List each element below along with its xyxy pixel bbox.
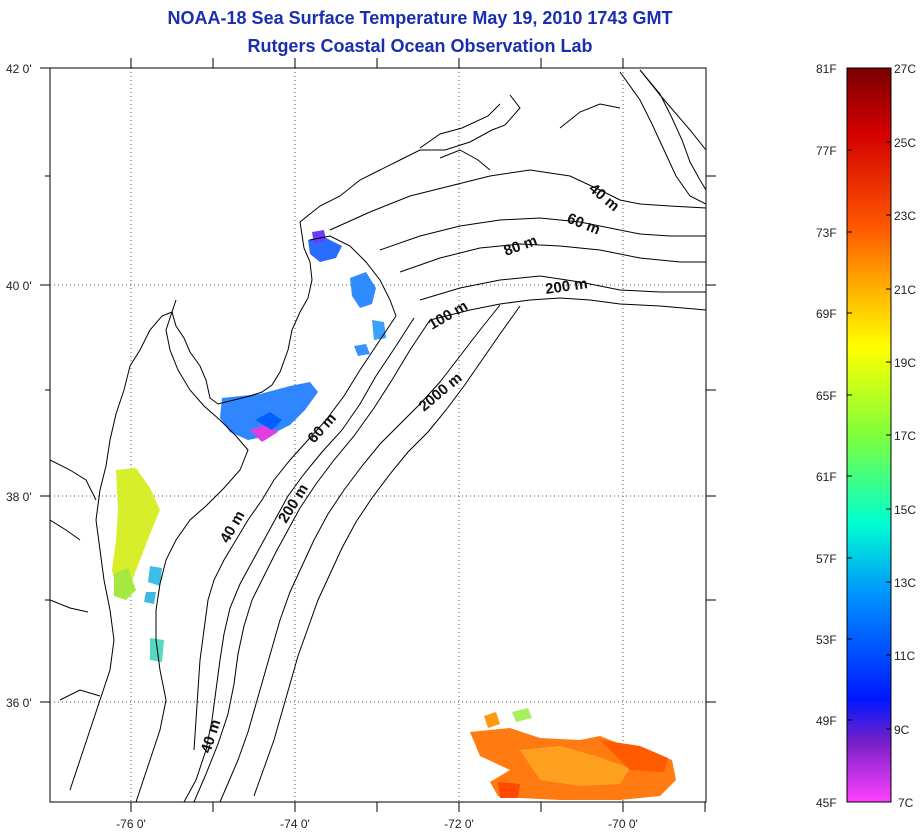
colorbar-label-f: 53F	[816, 633, 837, 647]
colorbar-celsius-labels: 27C 25C 23C 21C 19C 17C 15C 13C 11C 9C 7…	[894, 62, 916, 810]
map-title: NOAA-18 Sea Surface Temperature May 19, …	[167, 8, 673, 28]
colorbar-label-f: 61F	[816, 470, 837, 484]
colorbar-label-c: 7C	[898, 796, 914, 810]
lat-label: 42 0'	[6, 62, 32, 76]
colorbar-label-c: 21C	[894, 283, 916, 297]
colorbar-label-c: 17C	[894, 429, 916, 443]
lat-label: 36 0'	[6, 696, 32, 710]
colorbar-label-f: 77F	[816, 144, 837, 158]
map-frame	[49, 67, 707, 803]
colorbar-label-c: 23C	[894, 209, 916, 223]
colorbar-fahrenheit-labels: 81F 77F 73F 69F 65F 61F 57F 53F 49F 45F	[816, 62, 837, 810]
map-subtitle: Rutgers Coastal Ocean Observation Lab	[247, 36, 593, 56]
graticule	[50, 68, 706, 802]
colorbar-label-f: 81F	[816, 62, 837, 76]
lon-label: -70 0'	[608, 817, 638, 831]
colorbar	[846, 67, 892, 803]
colorbar-label-f: 65F	[816, 389, 837, 403]
colorbar-label-c: 27C	[894, 62, 916, 76]
colorbar-label-c: 9C	[894, 723, 910, 737]
lon-label: -76 0'	[116, 817, 146, 831]
isobath-label: 200 m	[544, 275, 588, 298]
map-content: 40 m 60 m 80 m 200 m 100 m 2000 m 60 m 4…	[50, 68, 706, 802]
colorbar-ticks	[847, 141, 891, 730]
isobaths	[183, 69, 706, 802]
colorbar-label-f: 45F	[816, 796, 837, 810]
colorbar-label-f: 49F	[816, 714, 837, 728]
colorbar-label-f: 73F	[816, 226, 837, 240]
colorbar-label-c: 15C	[894, 503, 916, 517]
lon-label: -72 0'	[444, 817, 474, 831]
colorbar-label-c: 11C	[894, 649, 915, 663]
colorbar-label-c: 13C	[894, 576, 916, 590]
colorbar-label-c: 19C	[894, 356, 916, 370]
frame-ticks	[40, 58, 716, 812]
lat-label: 38 0'	[6, 490, 32, 504]
lon-label: -74 0'	[280, 817, 310, 831]
colorbar-label-f: 69F	[816, 307, 837, 321]
colorbar-label-c: 25C	[894, 136, 916, 150]
lat-label: 40 0'	[6, 279, 32, 293]
colorbar-label-f: 57F	[816, 552, 837, 566]
